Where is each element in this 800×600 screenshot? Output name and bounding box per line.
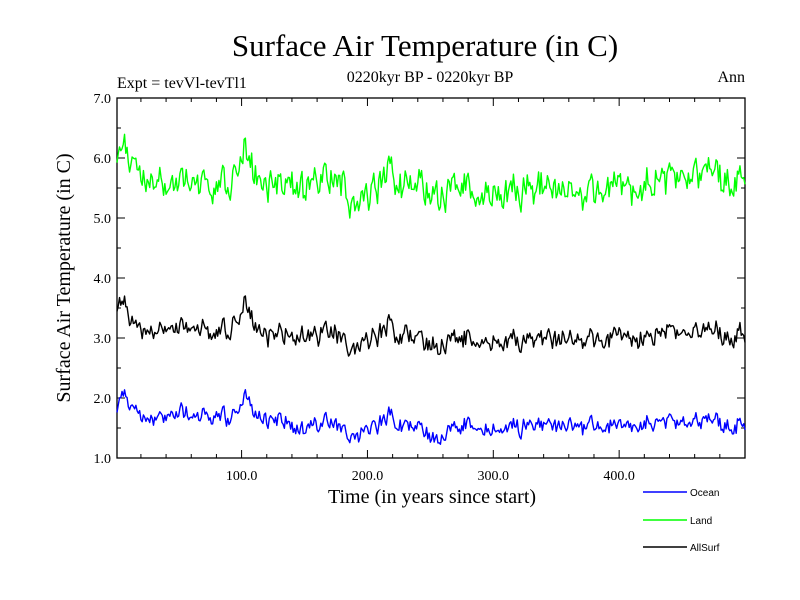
x-tick-label: 400.0 bbox=[603, 469, 635, 484]
y-tick-label: 1.0 bbox=[94, 452, 112, 467]
x-tick-label: 300.0 bbox=[478, 469, 510, 484]
series-line-ocean bbox=[116, 389, 746, 445]
y-tick-label: 2.0 bbox=[94, 392, 112, 407]
series-layer bbox=[116, 133, 746, 445]
y-axis-label: Surface Air Temperature (in C) bbox=[53, 153, 75, 402]
y-tick-label: 5.0 bbox=[94, 212, 112, 227]
x-tick-label: 200.0 bbox=[352, 469, 384, 484]
y-tick-label: 4.0 bbox=[94, 272, 112, 287]
legend-label-ocean: Ocean bbox=[690, 488, 719, 499]
legend-label-land: Land bbox=[690, 516, 712, 527]
chart-title: Surface Air Temperature (in C) bbox=[232, 28, 618, 63]
x-axis-label: Time (in years since start) bbox=[328, 486, 536, 508]
experiment-label: Expt = tevVl-tevTl1 bbox=[117, 75, 247, 92]
legend: Ocean Land AllSurf bbox=[643, 488, 720, 554]
chart-subtitle: 0220kyr BP - 0220kyr BP bbox=[347, 69, 514, 86]
x-tick-label: 100.0 bbox=[226, 469, 258, 484]
series-line-allsurf bbox=[116, 295, 746, 357]
series-line-land bbox=[116, 133, 746, 219]
season-label: Ann bbox=[717, 69, 745, 86]
legend-label-allsurf: AllSurf bbox=[690, 543, 720, 554]
y-tick-label: 3.0 bbox=[94, 332, 112, 347]
y-tick-label: 7.0 bbox=[94, 92, 112, 107]
y-tick-label: 6.0 bbox=[94, 152, 112, 167]
